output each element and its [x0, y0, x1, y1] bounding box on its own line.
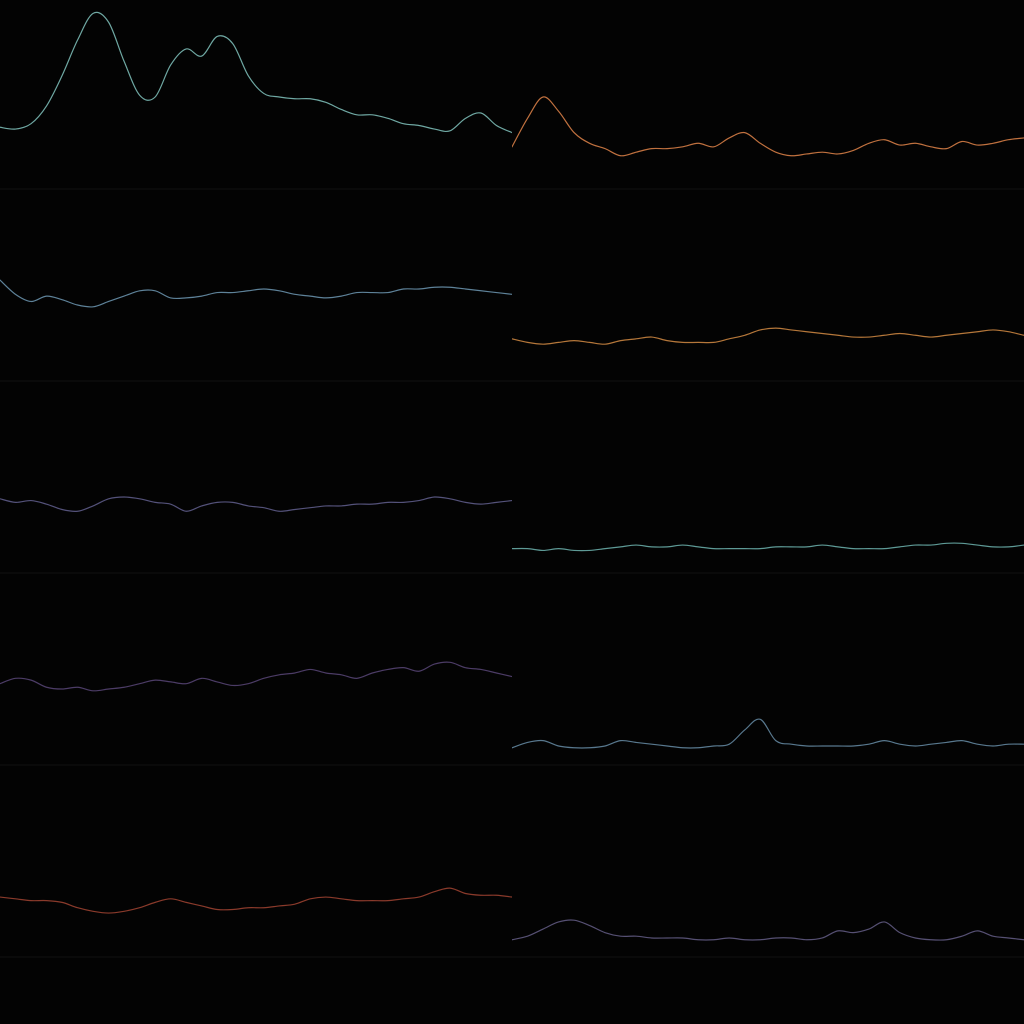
- line-chart-9: [0, 887, 512, 958]
- chart-panel-4: [512, 192, 1024, 384]
- line-chart-7: [0, 661, 512, 766]
- chart-panel-2: [512, 0, 1024, 192]
- line-chart-2: [512, 96, 1024, 190]
- series-line-8-1: [512, 718, 1024, 749]
- line-chart-6: [512, 542, 1024, 574]
- series-line-5-1: [0, 496, 512, 513]
- series-line-6-1: [512, 542, 1024, 552]
- series-line-9-1: [0, 887, 512, 914]
- series-line-7-1: [0, 661, 512, 692]
- series-line-2-1: [512, 96, 1024, 157]
- chart-panel-9: [0, 768, 512, 960]
- line-chart-10: [512, 919, 1024, 958]
- chart-panel-10: [512, 768, 1024, 960]
- chart-panel-7: [0, 576, 512, 768]
- line-chart-5: [0, 496, 512, 574]
- series-line-1-1: [0, 11, 512, 134]
- line-chart-4: [512, 327, 1024, 382]
- series-line-4-1: [512, 327, 1024, 345]
- line-chart-1: [0, 11, 512, 190]
- series-line-3-1: [0, 279, 512, 308]
- chart-panel-6: [512, 384, 1024, 576]
- chart-panel-5: [0, 384, 512, 576]
- chart-panel-3: [0, 192, 512, 384]
- series-line-10-1: [512, 919, 1024, 941]
- line-chart-8: [512, 718, 1024, 766]
- line-chart-3: [0, 279, 512, 382]
- chart-panel-1: [0, 0, 512, 192]
- chart-panel-8: [512, 576, 1024, 768]
